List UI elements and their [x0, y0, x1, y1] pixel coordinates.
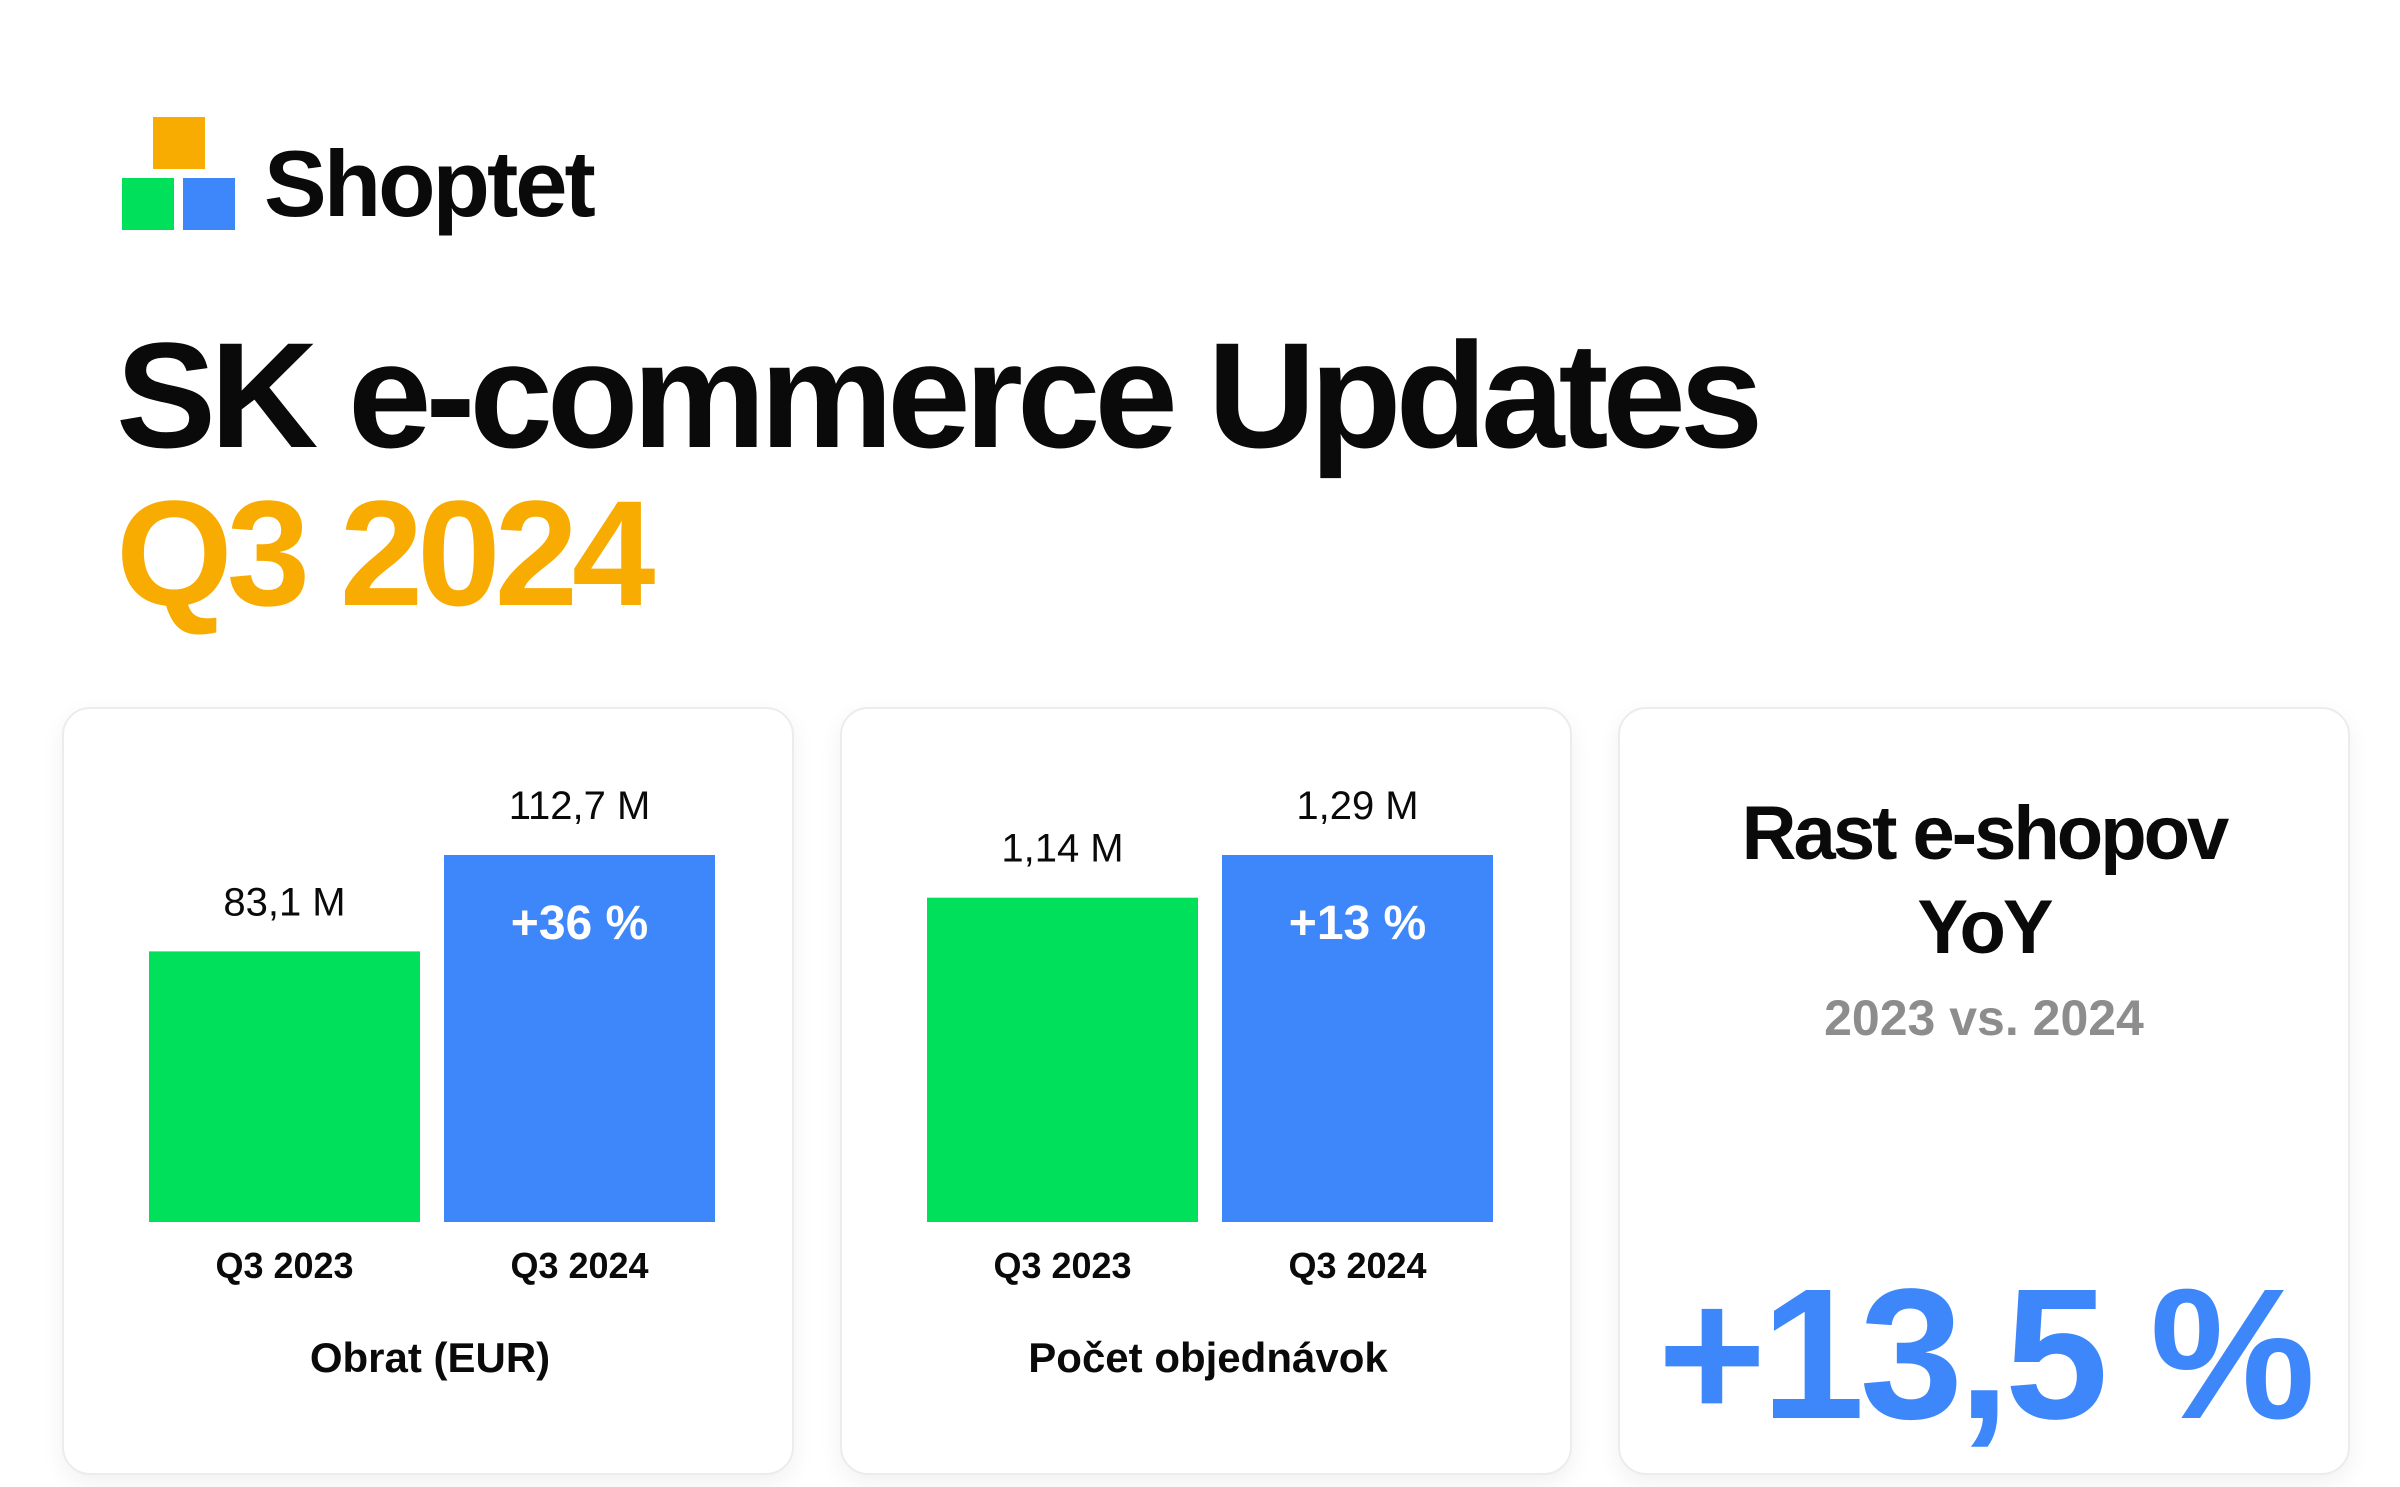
shoptet-logo: Shoptet — [122, 117, 642, 247]
bar-value-label: 1,29 M — [1296, 784, 1418, 828]
stat-title-line1: Rast e-shopov — [1741, 791, 2230, 876]
stat-title-line2: YoY — [1917, 885, 2053, 970]
x-axis-label: Obrat (EUR) — [310, 1334, 550, 1381]
stat-subtitle: 2023 vs. 2024 — [1824, 990, 2144, 1046]
stat-value: +13,5 % — [1657, 1251, 2316, 1458]
bar-1 — [149, 951, 420, 1222]
x-tick-label: Q3 2023 — [993, 1245, 1131, 1286]
bar-1 — [927, 897, 1198, 1222]
x-tick-label: Q3 2024 — [1288, 1245, 1426, 1286]
bar-2 — [1222, 855, 1493, 1222]
orders-chart: 1,14 M Q3 2023 1,29 M Q3 2024 +13 % Počet obj… — [927, 784, 1493, 1381]
bar-2 — [444, 855, 715, 1222]
bar-value-label: 112,7 M — [509, 784, 651, 828]
logo-square-orange — [153, 117, 205, 169]
page-subtitle: Q3 2024 — [116, 469, 655, 637]
logo-square-blue — [183, 178, 235, 230]
logo-wordmark: Shoptet — [264, 131, 596, 236]
stat-title: Rast e-shopov YoY — [1620, 787, 2348, 975]
revenue-chart-card: 83,1 M Q3 2023 112,7 M Q3 2024 +36 % Obrat (E… — [62, 707, 794, 1475]
page-title: SK e-commerce Updates — [116, 311, 1763, 479]
orders-chart-card: 1,14 M Q3 2023 1,29 M Q3 2024 +13 % Počet obj… — [840, 707, 1572, 1475]
revenue-chart: 83,1 M Q3 2023 112,7 M Q3 2024 +36 % Obrat (E… — [149, 784, 715, 1381]
eshop-growth-card: Rast e-shopov YoY 2023 vs. 2024 +13,5 % — [1618, 707, 2350, 1475]
bar-value-label: 83,1 M — [223, 880, 345, 924]
x-tick-label: Q3 2023 — [215, 1245, 353, 1286]
x-tick-label: Q3 2024 — [510, 1245, 648, 1286]
logo-square-green — [122, 178, 174, 230]
change-label: +36 % — [511, 897, 648, 950]
bar-value-label: 1,14 M — [1001, 827, 1123, 871]
x-axis-label: Počet objednávok — [1028, 1334, 1388, 1381]
change-label: +13 % — [1289, 897, 1426, 950]
